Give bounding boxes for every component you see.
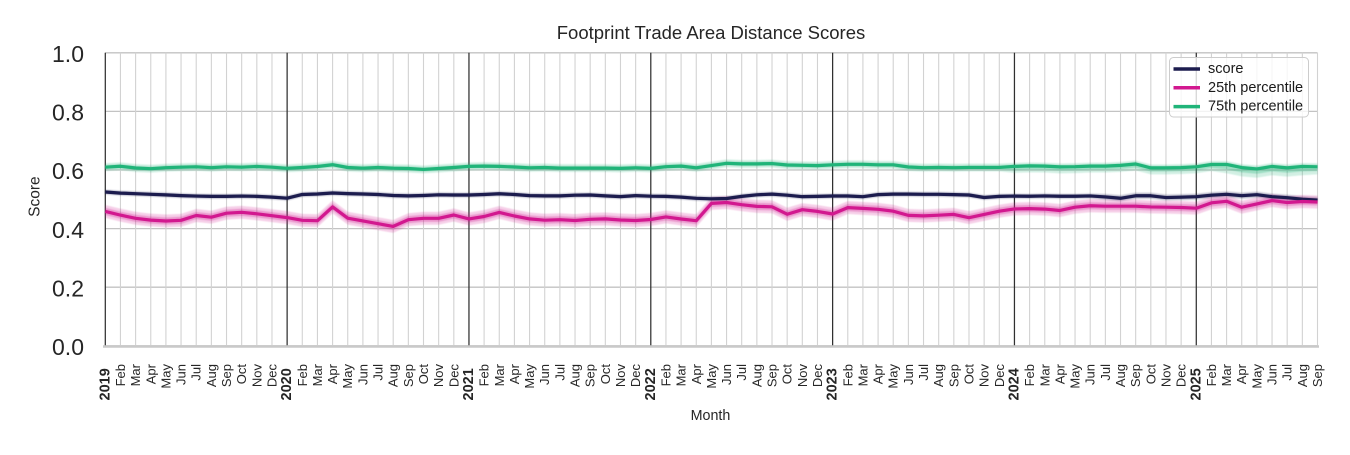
svg-text:Jun: Jun (901, 364, 916, 385)
svg-text:0.2: 0.2 (52, 275, 84, 301)
svg-text:Jul: Jul (734, 364, 749, 381)
svg-text:Score: Score (27, 176, 44, 217)
svg-text:2020: 2020 (279, 368, 295, 400)
svg-text:Feb: Feb (1022, 364, 1037, 386)
svg-text:Dec: Dec (446, 364, 461, 388)
svg-text:0.0: 0.0 (52, 334, 84, 360)
svg-text:May: May (886, 364, 901, 389)
svg-text:0.6: 0.6 (52, 158, 84, 184)
svg-text:25th percentile: 25th percentile (1208, 80, 1303, 96)
svg-text:Oct: Oct (598, 364, 613, 385)
svg-text:May: May (158, 364, 173, 389)
svg-text:Aug: Aug (386, 364, 401, 387)
svg-text:Nov: Nov (431, 364, 446, 388)
svg-text:Oct: Oct (1143, 364, 1158, 385)
svg-text:Mar: Mar (128, 363, 143, 386)
svg-text:Jul: Jul (371, 364, 386, 381)
svg-text:Aug: Aug (931, 364, 946, 387)
svg-text:Aug: Aug (1113, 364, 1128, 387)
svg-text:2023: 2023 (825, 368, 841, 400)
svg-text:1.0: 1.0 (52, 41, 84, 67)
svg-text:Dec: Dec (628, 364, 643, 388)
svg-text:score: score (1208, 61, 1243, 77)
svg-text:Apr: Apr (871, 363, 886, 384)
svg-text:Nov: Nov (249, 364, 264, 388)
svg-text:0.8: 0.8 (52, 100, 84, 126)
svg-text:Aug: Aug (749, 364, 764, 387)
svg-text:Jul: Jul (1280, 364, 1295, 381)
svg-text:Sep: Sep (583, 364, 598, 387)
svg-text:May: May (704, 364, 719, 389)
svg-text:Aug: Aug (568, 364, 583, 387)
svg-text:2025: 2025 (1188, 368, 1204, 400)
svg-text:Mar: Mar (1219, 363, 1234, 386)
svg-text:Dec: Dec (1174, 364, 1189, 388)
svg-text:Aug: Aug (204, 364, 219, 387)
svg-text:Apr: Apr (143, 363, 158, 384)
svg-text:Mar: Mar (1037, 363, 1052, 386)
svg-text:Mar: Mar (492, 363, 507, 386)
svg-text:Jun: Jun (1083, 364, 1098, 385)
svg-text:Jul: Jul (916, 364, 931, 381)
svg-text:Mar: Mar (674, 363, 689, 386)
svg-text:Oct: Oct (780, 364, 795, 385)
svg-text:Jul: Jul (1098, 364, 1113, 381)
svg-text:75th percentile: 75th percentile (1208, 99, 1303, 115)
svg-text:Nov: Nov (795, 364, 810, 388)
svg-text:Oct: Oct (234, 364, 249, 385)
svg-text:May: May (1068, 364, 1083, 389)
svg-text:Apr: Apr (1052, 363, 1067, 384)
svg-text:Aug: Aug (1295, 364, 1310, 387)
svg-text:Apr: Apr (507, 363, 522, 384)
svg-text:Jun: Jun (537, 364, 552, 385)
svg-text:Jun: Jun (174, 364, 189, 385)
svg-text:2021: 2021 (461, 368, 477, 400)
svg-text:Feb: Feb (113, 364, 128, 386)
svg-text:Dec: Dec (810, 364, 825, 388)
svg-text:May: May (522, 364, 537, 389)
svg-text:Dec: Dec (264, 364, 279, 388)
svg-text:Jun: Jun (719, 364, 734, 385)
svg-text:Sep: Sep (1128, 364, 1143, 387)
svg-text:Feb: Feb (840, 364, 855, 386)
svg-text:Jun: Jun (355, 364, 370, 385)
svg-text:Sep: Sep (1310, 364, 1325, 387)
svg-text:2019: 2019 (97, 368, 113, 400)
svg-text:Jul: Jul (189, 364, 204, 381)
svg-text:Nov: Nov (977, 364, 992, 388)
svg-text:Sep: Sep (946, 364, 961, 387)
svg-text:0.4: 0.4 (52, 217, 84, 243)
svg-text:Dec: Dec (992, 364, 1007, 388)
svg-text:Feb: Feb (1204, 364, 1219, 386)
svg-text:Sep: Sep (765, 364, 780, 387)
svg-text:Apr: Apr (1234, 363, 1249, 384)
svg-text:Feb: Feb (477, 364, 492, 386)
svg-text:Jun: Jun (1265, 364, 1280, 385)
svg-text:Month: Month (691, 408, 731, 424)
svg-text:2022: 2022 (643, 368, 659, 400)
svg-text:Mar: Mar (855, 363, 870, 386)
svg-text:Apr: Apr (325, 363, 340, 384)
svg-text:Oct: Oct (416, 364, 431, 385)
svg-text:Mar: Mar (310, 363, 325, 386)
svg-text:May: May (340, 364, 355, 389)
svg-text:Nov: Nov (1158, 364, 1173, 388)
svg-text:Nov: Nov (613, 364, 628, 388)
svg-text:Sep: Sep (219, 364, 234, 387)
svg-text:Feb: Feb (658, 364, 673, 386)
svg-text:Jul: Jul (552, 364, 567, 381)
svg-text:Sep: Sep (401, 364, 416, 387)
svg-text:2024: 2024 (1006, 368, 1022, 400)
svg-text:Apr: Apr (689, 363, 704, 384)
svg-text:Footprint Trade Area Distance: Footprint Trade Area Distance Scores (557, 22, 865, 43)
svg-text:May: May (1249, 364, 1264, 389)
svg-text:Feb: Feb (295, 364, 310, 386)
svg-text:Oct: Oct (961, 364, 976, 385)
